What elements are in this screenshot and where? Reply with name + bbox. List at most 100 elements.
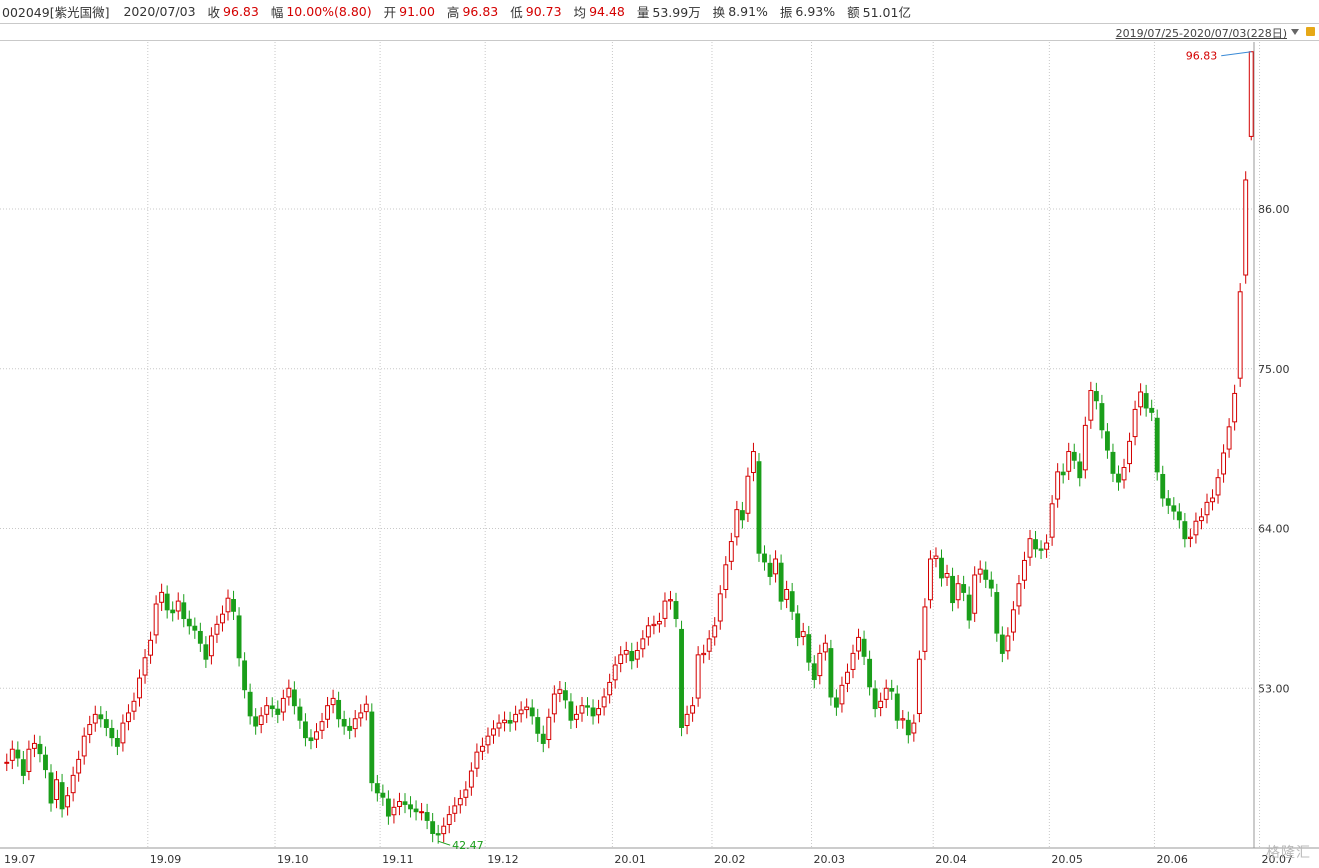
candle-body <box>363 703 369 713</box>
candle-body <box>419 811 425 814</box>
candle-body <box>540 733 546 744</box>
candle-body <box>131 700 137 712</box>
candle-body <box>756 461 762 554</box>
candle-body <box>928 558 933 601</box>
candle-body <box>590 707 596 717</box>
candle-body <box>551 693 557 715</box>
candle-body <box>568 701 574 721</box>
candle-body <box>319 721 325 731</box>
candle-body <box>1132 408 1138 438</box>
candle-body <box>684 713 690 727</box>
candle-body <box>905 719 911 736</box>
candle-body <box>1033 539 1038 550</box>
candle-body <box>220 613 225 624</box>
candle-body <box>712 625 718 638</box>
candle-body <box>601 696 607 708</box>
amplitude-label: 振 <box>779 5 793 20</box>
lock-icon[interactable] <box>1306 27 1315 36</box>
candle-body <box>26 748 32 772</box>
candle-body <box>833 697 839 708</box>
stock-code-name[interactable]: 002049[紫光国微] <box>2 5 110 20</box>
candle-body <box>983 569 989 580</box>
candle-body <box>529 707 535 717</box>
candle-body <box>103 719 109 728</box>
candle-body <box>701 652 707 656</box>
candle-body <box>297 706 303 721</box>
candle-body <box>817 652 823 677</box>
x-tick-label: 20.03 <box>814 853 846 866</box>
candle-body <box>629 651 635 662</box>
close-value: 96.83 <box>223 4 259 19</box>
candle-body <box>939 557 944 579</box>
candle-body <box>1149 407 1155 413</box>
candle-body <box>1193 520 1199 536</box>
candle-body <box>668 599 673 602</box>
candle-body <box>9 748 15 761</box>
candle-body <box>734 509 740 538</box>
candle-body <box>656 620 662 625</box>
candle-body <box>463 789 469 798</box>
candle-body <box>59 782 65 810</box>
candle-body <box>126 712 131 723</box>
candle-body <box>739 510 745 521</box>
x-tick-label: 20.06 <box>1156 853 1188 866</box>
date-range-selector[interactable]: 2019/07/25-2020/07/03(228日) <box>1115 27 1287 40</box>
candle-body <box>717 593 723 622</box>
candle-body <box>822 642 828 653</box>
candle-body <box>867 658 873 688</box>
candle-body <box>662 600 668 619</box>
candle-body <box>607 681 613 696</box>
candle-body <box>767 562 773 577</box>
candle-body <box>275 708 281 715</box>
candle-body <box>1099 403 1105 431</box>
candle-body <box>883 687 889 700</box>
candle-body <box>43 754 48 771</box>
candle-body <box>518 709 524 715</box>
candle-body <box>37 743 43 755</box>
candle-body <box>408 804 413 810</box>
candle-body <box>861 638 867 657</box>
amount-value: 51.01亿 <box>862 5 911 20</box>
candle-body <box>513 713 519 723</box>
candle-body <box>87 724 93 735</box>
candle-body <box>1121 467 1127 481</box>
candle-body <box>557 689 563 694</box>
candle-body <box>54 779 59 800</box>
candle-body <box>1221 452 1227 475</box>
candle-body <box>413 808 419 813</box>
candle-body <box>535 717 541 734</box>
candle-body <box>1116 473 1121 483</box>
range-bar: 2019/07/25-2020/07/03(228日) <box>0 24 1319 41</box>
candle-body <box>784 588 790 600</box>
candle-body <box>1071 451 1077 461</box>
candle-body <box>1060 471 1066 476</box>
candle-body <box>955 583 961 601</box>
candle-body <box>181 602 187 620</box>
candle-body <box>81 735 87 757</box>
candle-body <box>634 649 640 660</box>
candle-body <box>114 738 120 747</box>
candle-body <box>706 638 712 652</box>
candle-body <box>961 584 967 593</box>
candle-body <box>1066 451 1072 472</box>
close-label: 收 <box>207 5 221 20</box>
low-value: 90.73 <box>525 4 562 19</box>
candle-body <box>789 591 795 612</box>
candle-body <box>762 553 767 563</box>
candle-body <box>944 573 950 578</box>
candle-body <box>1138 391 1144 408</box>
candle-body <box>15 749 21 759</box>
candle-body <box>92 713 98 724</box>
candle-body <box>1093 391 1099 402</box>
volume-label: 量 <box>636 5 650 20</box>
candle-body <box>369 711 375 784</box>
candle-body <box>148 639 154 656</box>
candle-body <box>1154 417 1160 473</box>
x-tick-label: 19.10 <box>277 853 309 866</box>
candle-body <box>828 648 834 698</box>
candlestick-chart[interactable]: 53.00 64.00 75.00 86.00 19.07 19.09 19.10 19.11… <box>0 42 1319 868</box>
candle-body <box>850 652 856 670</box>
chevron-down-icon[interactable] <box>1291 29 1299 35</box>
candle-body <box>800 631 806 638</box>
candle-body <box>391 806 397 816</box>
